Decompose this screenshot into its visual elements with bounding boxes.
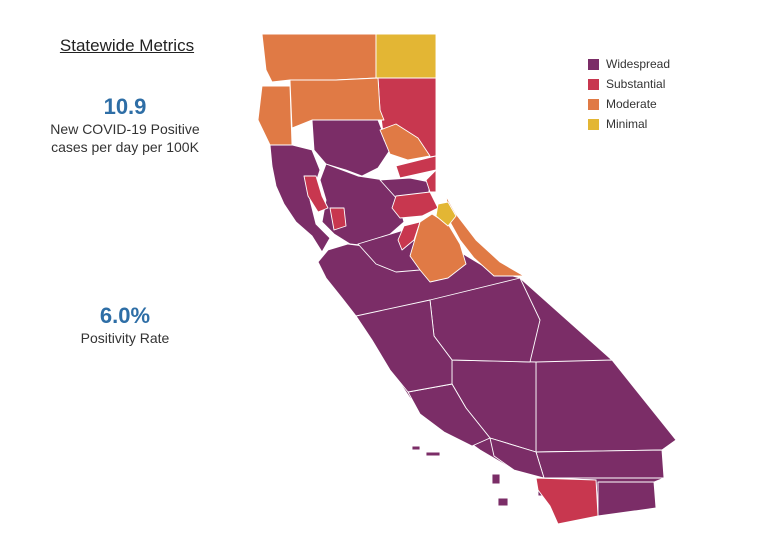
county-substantial-25[interactable]	[397, 221, 421, 251]
legend-item-substantial: Substantial	[588, 74, 670, 94]
county-substantial-23[interactable]	[329, 207, 347, 231]
county-widespread-17[interactable]	[497, 497, 509, 507]
county-widespread-16[interactable]	[491, 473, 501, 485]
county-widespread-6[interactable]	[535, 359, 677, 453]
legend-swatch-moderate	[588, 98, 599, 110]
legend-label-substantial: Substantial	[606, 77, 666, 91]
cases-value: 10.9	[103, 94, 147, 119]
county-minimal-33[interactable]	[375, 33, 437, 79]
county-moderate-30[interactable]	[379, 123, 431, 161]
positivity-label: Positivity Rate	[80, 330, 170, 346]
legend-item-widespread: Widespread	[588, 54, 670, 74]
cases-label-line2: cases per day per 100K	[51, 139, 199, 155]
county-widespread-15[interactable]	[425, 451, 441, 457]
cases-label-line1: New COVID-19 Positive	[50, 121, 200, 137]
legend-swatch-widespread	[588, 58, 599, 70]
legend-swatch-minimal	[588, 118, 599, 130]
legend-item-minimal: Minimal	[588, 114, 670, 134]
legend-item-moderate: Moderate	[588, 94, 670, 114]
positivity-metric: 6.0% Positivity Rate	[0, 303, 250, 347]
county-widespread-1[interactable]	[269, 144, 331, 253]
cases-metric: 10.9 New COVID-19 Positive cases per day…	[0, 94, 250, 156]
county-moderate-29[interactable]	[289, 77, 385, 129]
county-substantial-19[interactable]	[535, 477, 599, 525]
county-moderate-27[interactable]	[261, 33, 377, 83]
county-widespread-10[interactable]	[407, 383, 491, 447]
county-substantial-22[interactable]	[303, 175, 329, 213]
tier-legend: Widespread Substantial Moderate Minimal	[588, 54, 670, 134]
county-moderate-28[interactable]	[257, 85, 293, 146]
legend-swatch-substantial	[588, 78, 599, 90]
county-substantial-26[interactable]	[425, 169, 437, 193]
county-widespread-8[interactable]	[597, 481, 657, 517]
positivity-value: 6.0%	[99, 303, 151, 328]
county-moderate-32[interactable]	[445, 195, 525, 277]
county-widespread-14[interactable]	[411, 445, 421, 451]
metrics-title: Statewide Metrics	[59, 36, 195, 55]
legend-label-moderate: Moderate	[606, 97, 657, 111]
legend-label-minimal: Minimal	[606, 117, 648, 131]
county-widespread-13[interactable]	[355, 299, 453, 393]
county-widespread-7[interactable]	[535, 449, 665, 479]
county-widespread-11[interactable]	[489, 437, 545, 479]
county-minimal-34[interactable]	[435, 201, 457, 227]
county-widespread-2[interactable]	[311, 119, 391, 177]
legend-label-widespread: Widespread	[606, 57, 671, 71]
